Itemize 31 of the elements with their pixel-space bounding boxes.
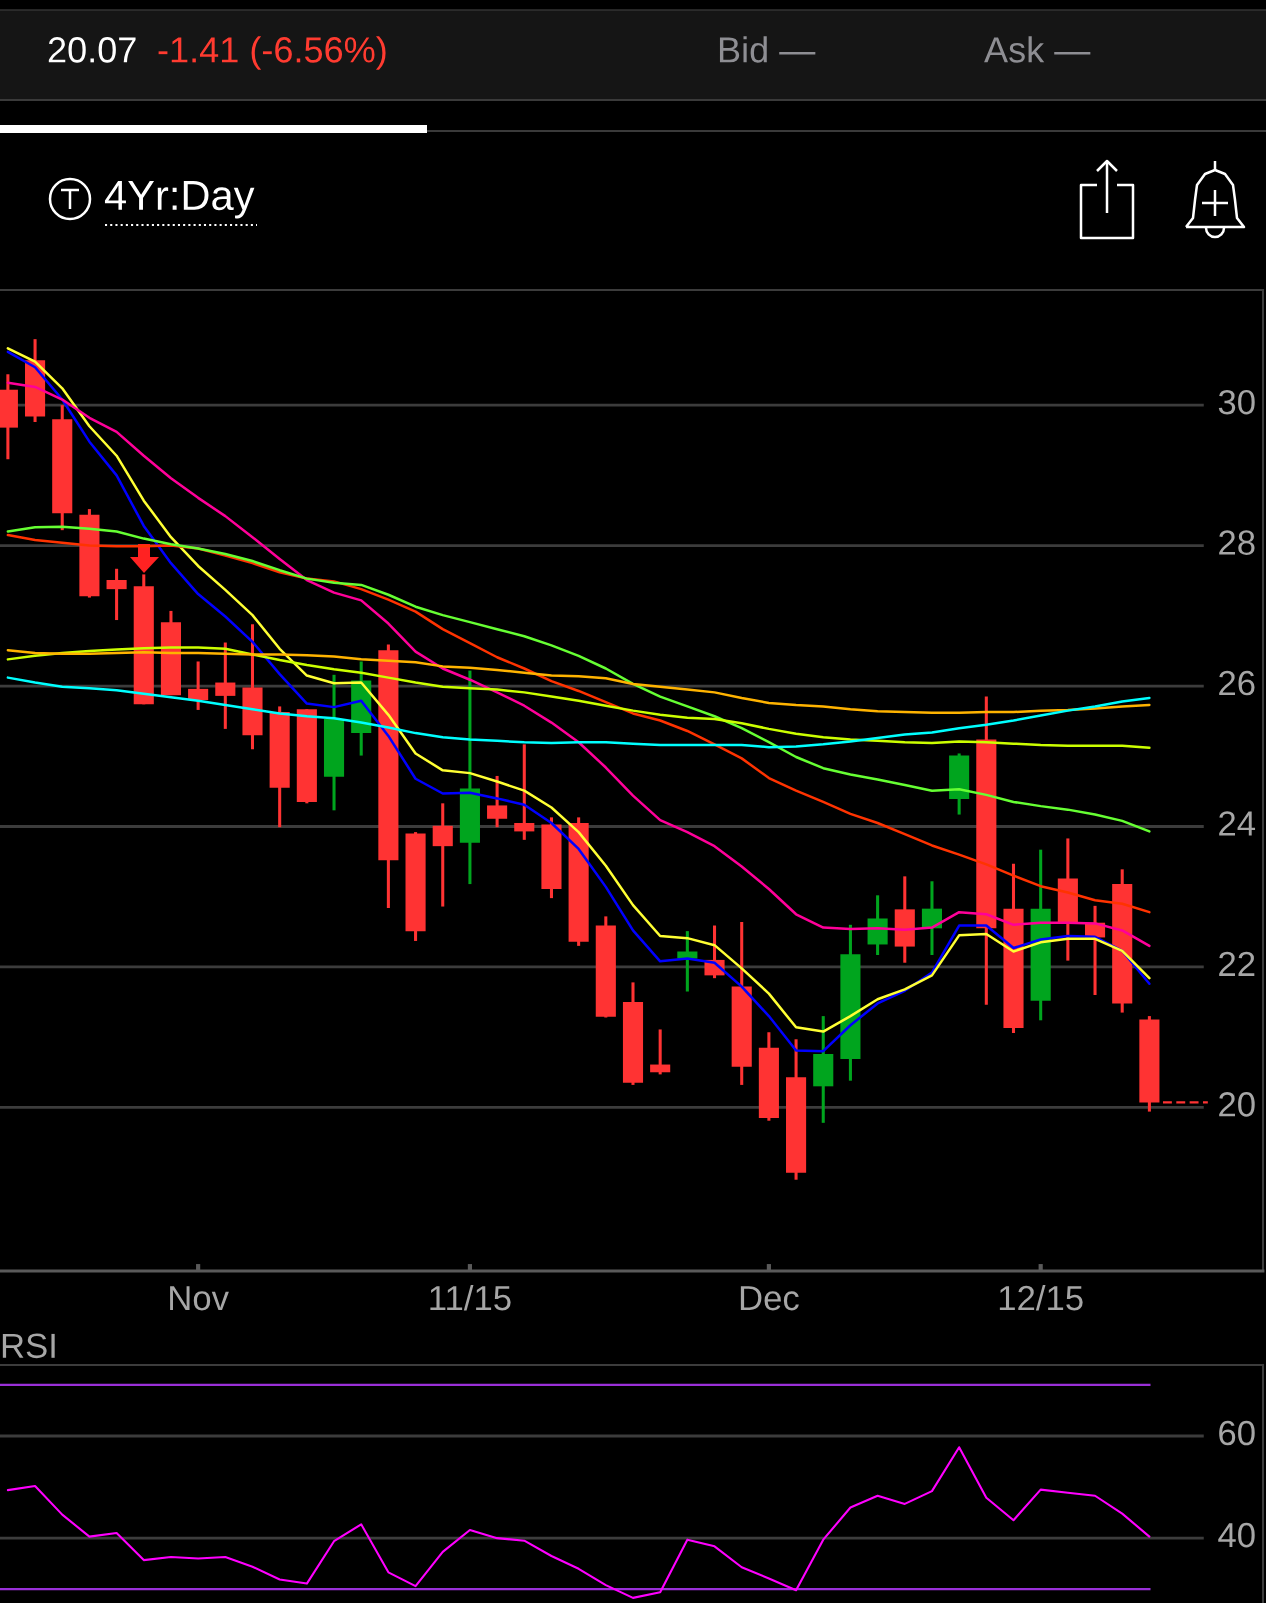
candlestick (215, 642, 236, 729)
y-tick-label: 24 (1219, 811, 1256, 836)
chart-title: RSI (2, 1333, 55, 1359)
text: -1.41 (-6.56%) (158, 36, 386, 70)
line-series (6, 646, 1151, 750)
y-tick-label: 30 (1218, 389, 1255, 415)
text: Bid — (719, 36, 816, 63)
x-tick-label: Dec (740, 1286, 799, 1311)
candlestick (487, 774, 508, 829)
text: 4Yr:Day (104, 181, 255, 219)
y-tick-label: 28 (1219, 530, 1255, 555)
x-tick-label: 12/15 (999, 1284, 1083, 1311)
x-tick-label: 11/15 (430, 1284, 511, 1311)
candlestick (106, 567, 127, 622)
line-series (6, 676, 1151, 749)
line-series (6, 381, 1151, 948)
candlestick (432, 803, 453, 907)
text: 20.07 (48, 37, 136, 63)
y-tick-label: 20 (1219, 1092, 1255, 1117)
y-tick-label: 60 (1219, 1420, 1255, 1446)
candlestick (188, 661, 209, 710)
line-series (6, 1446, 1151, 1599)
candlestick (650, 1029, 671, 1075)
text: Ask — (984, 36, 1091, 63)
line-series (6, 648, 1151, 714)
x-tick-label: Nov (170, 1286, 229, 1311)
y-tick-label: 22 (1219, 951, 1255, 976)
candlestick (514, 744, 535, 840)
line-series (6, 525, 1151, 833)
y-tick-label: 26 (1219, 670, 1255, 696)
y-tick-label: 40 (1218, 1522, 1255, 1548)
